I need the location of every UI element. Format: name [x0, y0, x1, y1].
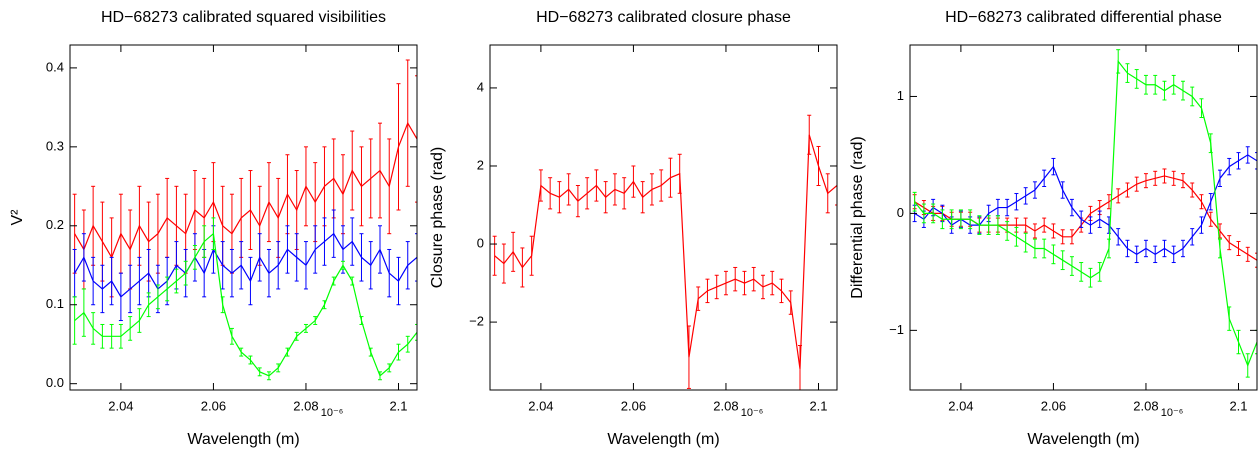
y-tick-label: 4: [477, 79, 484, 94]
x-tick-label: 2.04: [528, 398, 553, 413]
chart-title: HD−68273 calibrated differential phase: [945, 9, 1222, 26]
x-multiplier: 10⁻⁶: [741, 407, 764, 419]
y-tick-label: 2: [477, 157, 484, 172]
y-tick-label: 1: [897, 88, 904, 103]
chart-title: HD−68273 calibrated squared visibilities: [101, 9, 386, 26]
panel: HD−68273 calibrated squared visibilities…: [9, 9, 418, 448]
error-bar: [415, 233, 417, 282]
x-axis-label: Wavelength (m): [187, 431, 299, 448]
x-tick-label: 2.1: [1229, 398, 1247, 413]
x-tick-label: 2.08: [1133, 398, 1158, 413]
error-bar: [72, 296, 77, 345]
x-tick-label: 2.1: [809, 398, 827, 413]
series-line: [914, 59, 1257, 368]
y-tick-label: 0.4: [46, 59, 64, 74]
y-tick-label: 0.1: [46, 296, 64, 311]
plot-area: [912, 49, 1257, 378]
series-line: [494, 134, 837, 370]
error-bar: [1255, 252, 1257, 268]
panel: HD−68273 calibrated differential phase Wa…: [849, 9, 1258, 448]
plot-frame: [69, 44, 418, 391]
y-axis-label: Closure phase (rad): [429, 147, 446, 288]
x-tick-label: 2.08: [293, 398, 318, 413]
y-tick-label: 0: [477, 235, 484, 250]
plot-frame: [489, 44, 838, 391]
series-line: [74, 121, 417, 259]
x-axis-label: Wavelength (m): [607, 431, 719, 448]
x-axis-label: Wavelength (m): [1027, 431, 1139, 448]
y-tick-label: −2: [469, 314, 484, 329]
y-tick-label: 0: [897, 205, 904, 220]
plot-area: [492, 114, 837, 390]
error-bar: [415, 75, 417, 203]
x-tick-label: 2.1: [389, 398, 407, 413]
y-tick-label: 0.2: [46, 217, 64, 232]
error-bar: [912, 191, 917, 212]
x-tick-label: 2.08: [713, 398, 738, 413]
error-bar: [492, 235, 497, 276]
x-multiplier: 10⁻⁶: [1161, 407, 1184, 419]
series-line: [74, 232, 417, 377]
series-line: [74, 232, 417, 298]
plot-frame: [909, 44, 1258, 391]
y-axis-label: V²: [9, 209, 26, 226]
x-tick-label: 2.06: [201, 398, 226, 413]
x-multiplier: 10⁻⁶: [321, 407, 344, 419]
chart-title: HD−68273 calibrated closure phase: [536, 9, 791, 26]
y-tick-label: 0.3: [46, 138, 64, 153]
y-tick-label: −1: [889, 322, 904, 337]
x-tick-label: 2.06: [621, 398, 646, 413]
plot-area: [72, 59, 417, 381]
series-line: [914, 154, 1257, 256]
x-tick-label: 2.06: [1041, 398, 1066, 413]
error-bar: [415, 323, 417, 341]
x-tick-label: 2.04: [948, 398, 973, 413]
y-tick-label: 0.0: [46, 375, 64, 390]
error-bar: [1255, 152, 1257, 170]
series-line: [914, 175, 1257, 261]
panel: HD−68273 calibrated closure phase Wavelen…: [429, 9, 838, 448]
y-axis-label: Differential phase (rad): [849, 136, 866, 298]
x-tick-label: 2.04: [108, 398, 133, 413]
